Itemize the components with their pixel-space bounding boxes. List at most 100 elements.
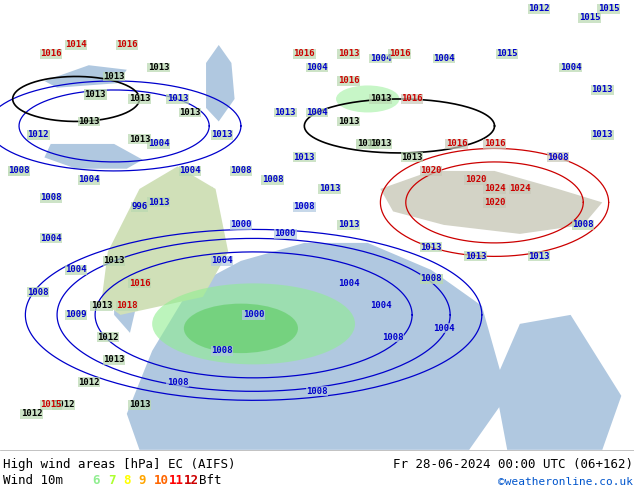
- Text: 1008: 1008: [420, 274, 442, 283]
- Text: 1004: 1004: [306, 63, 328, 72]
- Polygon shape: [380, 171, 602, 234]
- Text: Wind 10m: Wind 10m: [3, 474, 63, 487]
- Text: 1013: 1013: [148, 198, 169, 207]
- Text: 1013: 1013: [103, 72, 125, 81]
- Text: 1008: 1008: [262, 175, 283, 184]
- Text: 1013: 1013: [91, 301, 112, 310]
- Text: 1012: 1012: [97, 333, 119, 342]
- Text: 11: 11: [169, 474, 184, 487]
- Text: 1020: 1020: [484, 198, 505, 207]
- Text: 1008: 1008: [27, 288, 49, 297]
- Text: 1016: 1016: [116, 41, 138, 49]
- Text: 1004: 1004: [433, 54, 455, 63]
- Text: 1004: 1004: [78, 175, 100, 184]
- Text: 1015: 1015: [579, 14, 600, 23]
- Text: 1008: 1008: [40, 194, 61, 202]
- Text: 10: 10: [153, 474, 169, 487]
- Text: 1004: 1004: [211, 256, 233, 266]
- Text: 1013: 1013: [148, 63, 169, 72]
- Text: 1004: 1004: [338, 279, 359, 288]
- Text: 1008: 1008: [573, 220, 594, 229]
- Text: 1008: 1008: [382, 333, 404, 342]
- Text: ©weatheronline.co.uk: ©weatheronline.co.uk: [498, 477, 633, 487]
- Text: 8: 8: [123, 474, 131, 487]
- Text: 1013: 1013: [78, 117, 100, 126]
- Text: 1012: 1012: [53, 400, 74, 409]
- Text: 1013: 1013: [129, 400, 150, 409]
- Text: 1013: 1013: [370, 95, 391, 103]
- Text: 1012: 1012: [21, 409, 42, 418]
- Text: 1016: 1016: [401, 95, 423, 103]
- Text: 1013: 1013: [465, 252, 486, 261]
- Text: 1016: 1016: [338, 76, 359, 85]
- Text: 7: 7: [108, 474, 115, 487]
- Text: 1024: 1024: [484, 184, 505, 194]
- Text: Fr 28-06-2024 00:00 UTC (06+162): Fr 28-06-2024 00:00 UTC (06+162): [392, 458, 633, 471]
- Polygon shape: [127, 243, 507, 450]
- Text: 1013: 1013: [338, 220, 359, 229]
- Text: 1014: 1014: [65, 41, 87, 49]
- Text: 1013: 1013: [167, 95, 188, 103]
- Text: 1004: 1004: [370, 301, 391, 310]
- Text: 1004: 1004: [433, 324, 455, 333]
- Text: 1013: 1013: [319, 184, 340, 194]
- Text: 1000: 1000: [243, 310, 264, 319]
- Text: 1013: 1013: [370, 140, 391, 148]
- Text: 1009: 1009: [65, 310, 87, 319]
- Text: 1012: 1012: [528, 4, 550, 14]
- Text: 1016: 1016: [294, 49, 315, 58]
- Text: High wind areas [hPa] EC (AIFS): High wind areas [hPa] EC (AIFS): [3, 458, 236, 471]
- Text: 1013: 1013: [129, 95, 150, 103]
- Text: 996: 996: [131, 202, 148, 211]
- Text: 1016: 1016: [129, 279, 150, 288]
- Text: 1004: 1004: [148, 140, 169, 148]
- Text: 1013: 1013: [103, 355, 125, 365]
- Text: 1000: 1000: [230, 220, 252, 229]
- Text: 1013: 1013: [357, 140, 378, 148]
- Text: 1013: 1013: [294, 153, 315, 162]
- Text: 1020: 1020: [420, 167, 442, 175]
- Text: Bft: Bft: [199, 474, 221, 487]
- Text: 1020: 1020: [465, 175, 486, 184]
- Polygon shape: [206, 45, 235, 122]
- Text: 1016: 1016: [484, 140, 505, 148]
- Polygon shape: [495, 315, 621, 450]
- Text: 1004: 1004: [370, 54, 391, 63]
- Text: 1008: 1008: [8, 167, 30, 175]
- Text: 1015: 1015: [598, 4, 619, 14]
- Text: 1013: 1013: [103, 256, 125, 266]
- Text: 1013: 1013: [179, 108, 201, 117]
- Text: 1016: 1016: [446, 140, 467, 148]
- Text: 1016: 1016: [389, 49, 410, 58]
- Text: 1004: 1004: [306, 108, 328, 117]
- Text: 1013: 1013: [420, 243, 442, 252]
- Text: 1008: 1008: [230, 167, 252, 175]
- Text: 1000: 1000: [275, 229, 296, 239]
- Text: 1015: 1015: [496, 49, 518, 58]
- Text: 1013: 1013: [338, 49, 359, 58]
- Text: 1013: 1013: [211, 130, 233, 140]
- Text: 1008: 1008: [211, 346, 233, 355]
- Text: 1013: 1013: [401, 153, 423, 162]
- Ellipse shape: [152, 283, 355, 365]
- Text: 12: 12: [184, 474, 199, 487]
- Ellipse shape: [336, 85, 399, 112]
- Text: 1013: 1013: [528, 252, 550, 261]
- Polygon shape: [178, 187, 219, 256]
- Text: 1018: 1018: [116, 301, 138, 310]
- Text: 1012: 1012: [78, 378, 100, 387]
- Text: 1004: 1004: [65, 266, 87, 274]
- Text: 1008: 1008: [306, 387, 328, 396]
- Text: 1013: 1013: [84, 90, 106, 99]
- Text: 1008: 1008: [167, 378, 188, 387]
- Text: 1024: 1024: [509, 184, 531, 194]
- Ellipse shape: [184, 304, 298, 353]
- Polygon shape: [44, 65, 127, 88]
- Text: 1013: 1013: [338, 117, 359, 126]
- Polygon shape: [114, 198, 152, 333]
- Text: 1004: 1004: [560, 63, 581, 72]
- Text: 1013: 1013: [129, 135, 150, 144]
- Text: 1016: 1016: [40, 49, 61, 58]
- Text: 9: 9: [138, 474, 146, 487]
- Text: 1013: 1013: [592, 130, 613, 140]
